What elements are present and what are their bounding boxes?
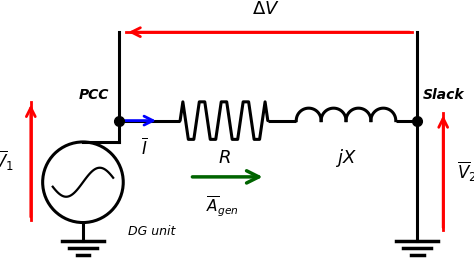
Text: $\overline{\Delta V}$: $\overline{\Delta V}$ — [252, 0, 279, 18]
Text: Slack: Slack — [423, 88, 465, 102]
Text: $\overline{V}_2$: $\overline{V}_2$ — [457, 159, 474, 184]
Text: $R$: $R$ — [218, 149, 230, 167]
Text: $\overline{A}_{gen}$: $\overline{A}_{gen}$ — [206, 194, 239, 218]
Text: PCC: PCC — [78, 88, 109, 102]
Text: DG unit: DG unit — [128, 225, 175, 238]
Text: $jX$: $jX$ — [335, 147, 357, 169]
Text: $\overline{I}$: $\overline{I}$ — [141, 137, 148, 158]
Text: $\overline{V}_1$: $\overline{V}_1$ — [0, 149, 14, 173]
